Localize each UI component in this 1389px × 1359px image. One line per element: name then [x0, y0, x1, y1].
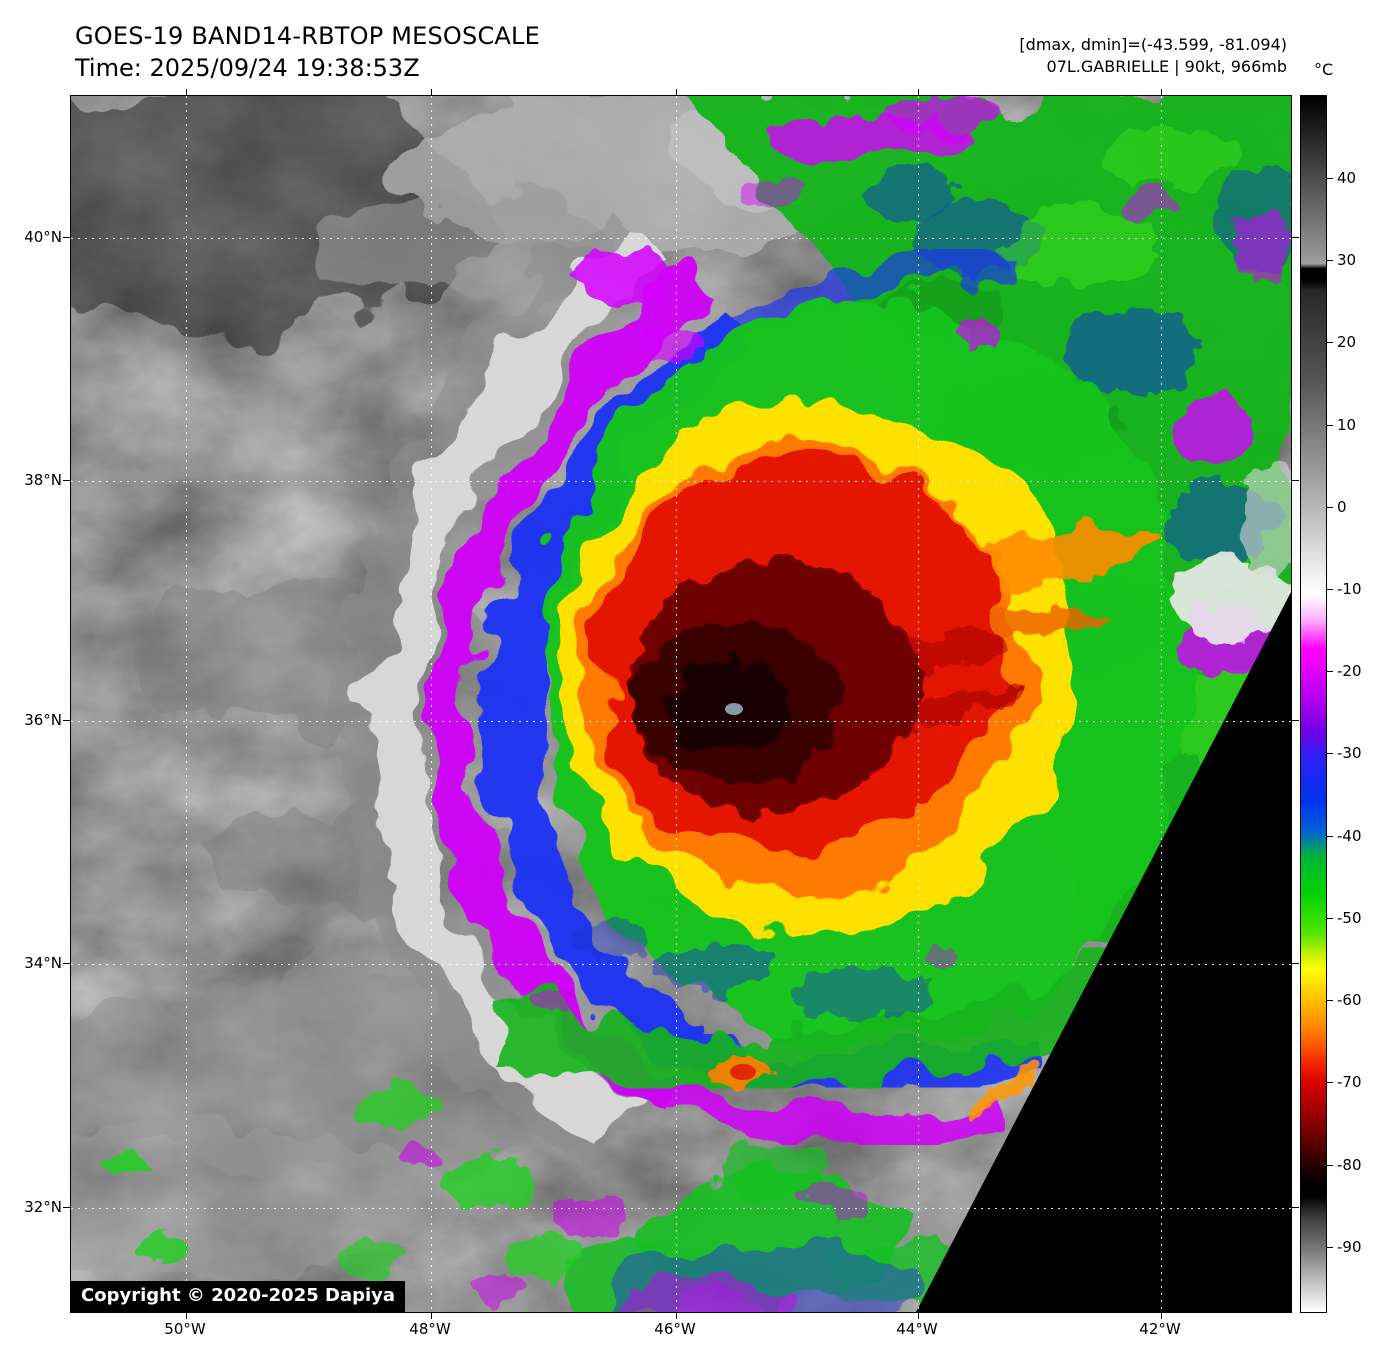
colorbar-tick-label: 0 — [1337, 498, 1347, 516]
copyright-badge: Copyright © 2020-2025 Dapiya — [71, 1281, 406, 1312]
colorbar-tick — [1327, 425, 1333, 426]
storm-info-label: 07L.GABRIELLE | 90kt, 966mb — [1046, 57, 1287, 76]
gridline-lat-38n — [71, 481, 1291, 482]
colorbar-tick — [1327, 918, 1333, 919]
axis-tick — [1292, 963, 1299, 964]
lat-label: 40°N — [24, 228, 62, 246]
gridline-lon-50w — [186, 96, 187, 1312]
axis-tick — [431, 89, 432, 95]
time-label: Time: 2025/09/24 19:38:53Z — [75, 54, 420, 82]
colorbar-tick — [1327, 1082, 1333, 1083]
axis-tick — [63, 237, 70, 238]
axis-tick — [63, 720, 70, 721]
colorbar-tick-label: 40 — [1337, 169, 1357, 187]
lat-label: 36°N — [24, 711, 62, 729]
colorbar-tick — [1327, 753, 1333, 754]
satellite-image — [71, 96, 1291, 1312]
lon-label: 42°W — [1139, 1320, 1181, 1338]
gridline-lat-36n — [71, 721, 1291, 722]
lat-label: 32°N — [24, 1198, 62, 1216]
gridline-lat-34n — [71, 964, 1291, 965]
header-right-block: [dmax, dmin]=(-43.599, -81.094) 07L.GABR… — [1019, 34, 1287, 78]
colorbar-tick — [1327, 1165, 1333, 1166]
axis-tick — [676, 1313, 677, 1319]
axis-tick — [186, 1313, 187, 1319]
temperature-colorbar — [1300, 95, 1327, 1313]
axis-tick — [1161, 89, 1162, 95]
colorbar-tick-label: -40 — [1337, 827, 1362, 845]
gridline-lon-46w — [676, 96, 677, 1312]
lon-label: 48°W — [409, 1320, 451, 1338]
axis-tick — [1292, 480, 1299, 481]
lat-label: 34°N — [24, 954, 62, 972]
colorbar-tick-label: 10 — [1337, 416, 1357, 434]
axis-tick — [1292, 720, 1299, 721]
axis-tick — [431, 1313, 432, 1319]
satellite-map: Copyright © 2020-2025 Dapiya — [70, 95, 1292, 1313]
axis-tick — [918, 89, 919, 95]
axis-tick — [1161, 1313, 1162, 1319]
colorbar-tick-label: -30 — [1337, 744, 1362, 762]
storm-eye — [725, 703, 743, 715]
south-speckle — [529, 918, 963, 1018]
colorbar-tick-label: -20 — [1337, 662, 1362, 680]
colorbar-tick-label: -60 — [1337, 991, 1362, 1009]
lat-label: 38°N — [24, 471, 62, 489]
gridline-lat-32n — [71, 1208, 1291, 1209]
colorbar-tick-label: -70 — [1337, 1073, 1362, 1091]
lon-label: 44°W — [896, 1320, 938, 1338]
colorbar-tick — [1327, 260, 1333, 261]
axis-tick — [186, 89, 187, 95]
gridline-lat-40n — [71, 238, 1291, 239]
axis-tick — [63, 480, 70, 481]
colorbar-tick — [1327, 1247, 1333, 1248]
colorbar-tick — [1327, 342, 1333, 343]
colorbar-tick-label: -80 — [1337, 1156, 1362, 1174]
colorbar-tick-label: -10 — [1337, 580, 1362, 598]
lon-label: 50°W — [164, 1320, 206, 1338]
axis-tick — [918, 1313, 919, 1319]
outer-specks — [101, 96, 1291, 1312]
lon-label: 46°W — [654, 1320, 696, 1338]
storm-gabrielle — [341, 96, 1291, 1177]
gridline-lon-48w — [431, 96, 432, 1312]
axis-tick — [1292, 1207, 1299, 1208]
scan-edge-black-region — [916, 592, 1291, 1312]
axis-tick — [63, 963, 70, 964]
gridline-lon-44w — [918, 96, 919, 1312]
colorbar-tick-label: 30 — [1337, 251, 1357, 269]
colorbar-tick — [1327, 671, 1333, 672]
page-title: GOES-19 BAND14-RBTOP MESOSCALE — [75, 22, 540, 50]
colorbar-tick — [1327, 1000, 1333, 1001]
gridline-lon-42w — [1161, 96, 1162, 1312]
colorbar-tick — [1327, 507, 1333, 508]
axis-tick — [63, 1207, 70, 1208]
colorbar-tick — [1327, 589, 1333, 590]
axis-tick — [676, 89, 677, 95]
colorbar-unit-label: °C — [1314, 60, 1334, 79]
colorbar-tick-label: -50 — [1337, 909, 1362, 927]
axis-tick — [1292, 237, 1299, 238]
colorbar-tick-label: 20 — [1337, 333, 1357, 351]
colorbar-tick-label: -90 — [1337, 1238, 1362, 1256]
dmax-dmin-label: [dmax, dmin]=(-43.599, -81.094) — [1019, 35, 1287, 54]
colorbar-tick — [1327, 836, 1333, 837]
colorbar-tick — [1327, 178, 1333, 179]
